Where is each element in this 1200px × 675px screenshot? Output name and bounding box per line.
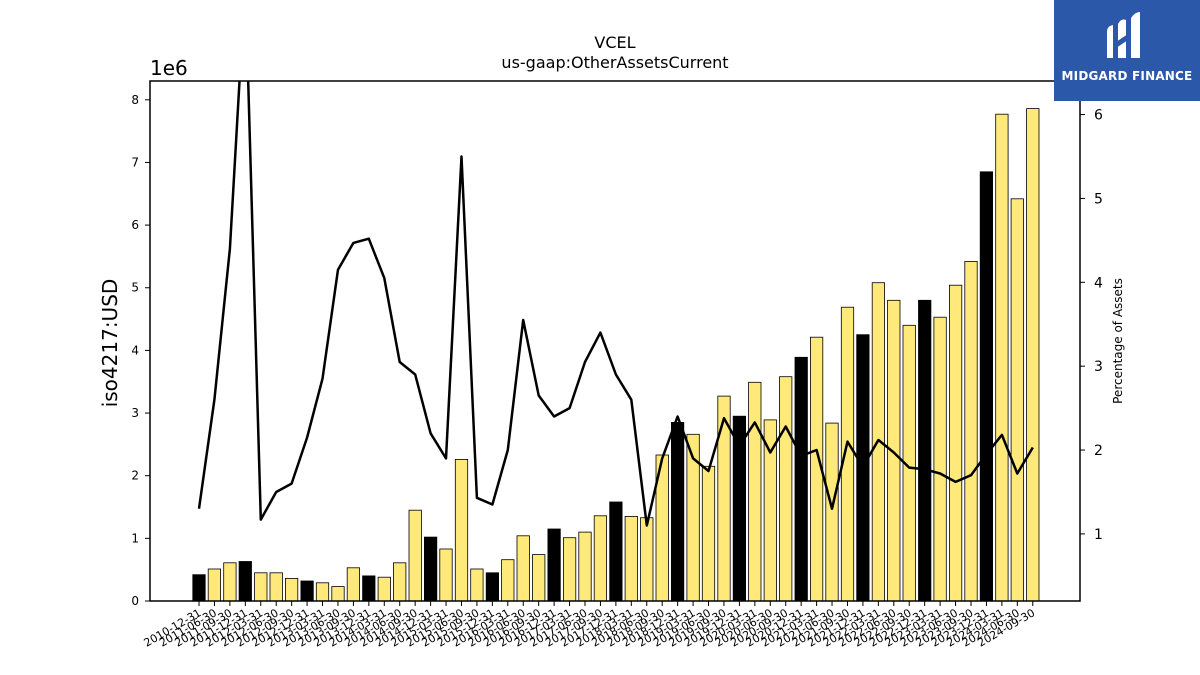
y2-tick-label: 5	[1094, 191, 1103, 207]
chart-title-line1: VCEL	[594, 33, 635, 52]
y2-tick-label: 4	[1094, 275, 1103, 291]
bar-2020-12-31	[794, 356, 808, 602]
bar-2019-06-30	[701, 465, 716, 602]
bar-2012-06-30	[269, 572, 283, 602]
plot-frame	[149, 80, 1081, 602]
bar-2024-06-30	[1010, 198, 1024, 602]
bar-2022-12-31	[918, 299, 932, 602]
chart-title-line2: us-gaap:OtherAssetsCurrent	[501, 53, 728, 72]
bar-2016-03-31	[501, 559, 515, 602]
y-tick-label: 7	[131, 155, 139, 169]
bar-2017-12-31	[609, 501, 623, 602]
y2-tick-label: 3	[1094, 359, 1103, 375]
bar-2013-12-31	[362, 575, 376, 602]
bar-2011-09-30	[223, 562, 237, 602]
bar-2015-12-31	[485, 572, 500, 602]
y2-axis-label: Percentage of Assets	[1111, 278, 1125, 404]
y-tick-label: 3	[131, 406, 139, 420]
y-tick-label: 1	[131, 531, 139, 545]
y2-tick-label: 1	[1094, 527, 1103, 543]
bar-2015-03-31	[439, 548, 453, 602]
midgard-logo-icon	[1107, 12, 1140, 58]
bars-group	[192, 108, 1040, 602]
bar-2018-12-31	[671, 421, 685, 602]
bar-2016-06-30	[516, 535, 530, 602]
bar-2017-03-31	[563, 537, 577, 602]
bar-2023-09-30	[964, 260, 978, 602]
bar-2012-03-31	[254, 572, 268, 602]
bar-2016-09-30	[532, 554, 546, 602]
bar-2014-09-30	[408, 509, 422, 602]
bar-2011-12-31	[238, 561, 252, 602]
bar-2023-06-30	[949, 284, 963, 602]
bar-2020-03-31	[748, 381, 762, 602]
y-tick-label: 2	[131, 469, 139, 483]
bar-2018-03-31	[624, 516, 638, 602]
bar-2017-06-30	[578, 531, 592, 602]
bar-2018-06-30	[640, 517, 654, 602]
bar-2020-09-30	[779, 376, 793, 602]
axes-group: 0123456781234562010-12-312011-06-302011-…	[131, 80, 1103, 650]
bar-2024-03-31	[995, 113, 1009, 602]
bar-2016-12-31	[547, 528, 561, 602]
y2-tick-label: 6	[1094, 108, 1103, 124]
bar-2012-09-30	[284, 578, 299, 602]
bar-2011-06-30	[207, 568, 221, 602]
bar-2015-09-30	[470, 568, 484, 602]
bar-2010-12-31	[192, 574, 206, 602]
y-tick-label: 8	[131, 93, 139, 107]
percentage-series-line	[197, 81, 1034, 527]
y2-tick-label: 2	[1094, 443, 1103, 459]
bar-2014-03-31	[377, 576, 391, 602]
logo-text: MIDGARD FINANCE	[1061, 69, 1193, 83]
y-tick-label: 4	[131, 343, 139, 357]
bar-2015-06-30	[454, 458, 469, 602]
y-tick-label: 0	[131, 594, 139, 608]
y-scale-label: 1e6	[150, 56, 188, 80]
y-tick-label: 5	[131, 281, 139, 295]
bar-2021-09-30	[840, 306, 855, 602]
bar-2014-12-31	[423, 536, 438, 602]
brand-logo: MIDGARD FINANCE	[1054, 0, 1200, 101]
bar-2023-12-31	[979, 171, 994, 602]
bar-2013-06-30	[331, 586, 345, 602]
bar-2017-09-30	[593, 515, 608, 602]
bar-2021-06-30	[825, 422, 839, 602]
bar-2014-06-30	[393, 562, 407, 602]
y-tick-label: 6	[131, 218, 139, 232]
percentage-line-group	[197, 81, 1034, 527]
bar-2023-03-31	[933, 316, 947, 602]
bar-2012-12-31	[300, 580, 314, 602]
bar-2013-03-31	[315, 582, 330, 602]
bar-2024-09-30	[1026, 108, 1040, 602]
bar-2022-06-30	[887, 299, 901, 602]
bar-2013-09-30	[346, 567, 361, 602]
y-axis-label: iso4217:USD	[98, 279, 122, 408]
